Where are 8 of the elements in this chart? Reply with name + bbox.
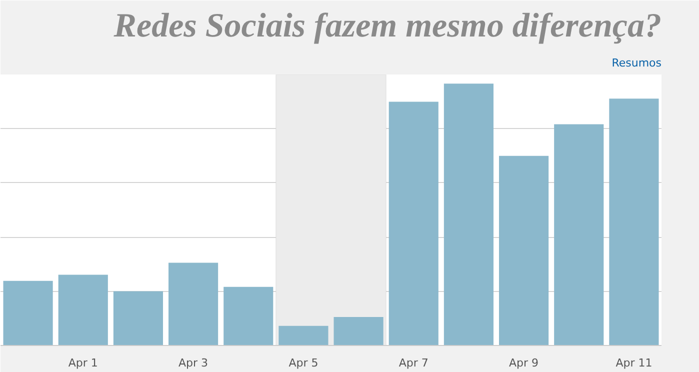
chart-title: Redes Sociais fazem mesmo diferença? bbox=[112, 8, 662, 44]
x-tick-label: Apr 5 bbox=[288, 356, 318, 370]
x-tick-label: Apr 1 bbox=[68, 356, 98, 370]
x-tick-label: Apr 7 bbox=[398, 356, 428, 370]
text: Resumos bbox=[612, 56, 662, 70]
x-tick-label: Apr 11 bbox=[616, 356, 652, 370]
x-tick-label: Apr 9 bbox=[509, 356, 539, 370]
x-tick-label: Apr 3 bbox=[178, 356, 208, 370]
